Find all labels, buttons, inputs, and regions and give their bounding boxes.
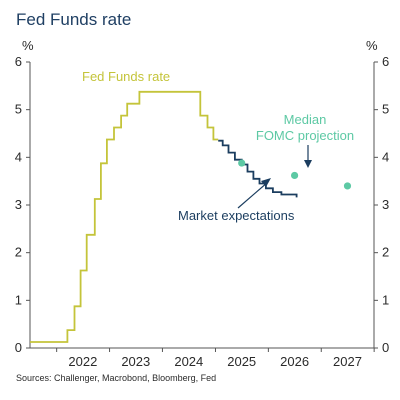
x-tick-label: 2026 xyxy=(280,354,309,369)
y-axis-unit-left: % xyxy=(22,38,34,53)
fomc-projection-dot xyxy=(343,182,352,190)
x-tick-label: 2022 xyxy=(68,354,97,369)
y-tick-label-right: 6 xyxy=(382,54,389,69)
y-axis-unit-right: % xyxy=(366,38,378,53)
fed-funds-rate-line xyxy=(30,90,219,343)
y-tick-label-left: 2 xyxy=(15,245,22,260)
y-tick-label-left: 3 xyxy=(15,197,22,212)
fomc-label-line2: FOMC projection xyxy=(256,128,354,143)
y-tick-label-right: 5 xyxy=(382,102,389,117)
chart-title: Fed Funds rate xyxy=(16,10,132,29)
y-tick-label-left: 1 xyxy=(15,292,22,307)
market-expectations-line xyxy=(218,139,298,198)
market-expectations-label: Market expectations xyxy=(178,208,295,223)
x-tick-label: 2025 xyxy=(227,354,256,369)
source-note: Sources: Challenger, Macrobond, Bloomber… xyxy=(16,373,217,383)
y-tick-label-left: 0 xyxy=(15,340,22,355)
series-lines xyxy=(30,90,298,343)
axes xyxy=(26,61,378,352)
y-tick-label-right: 4 xyxy=(382,149,389,164)
x-tick-label: 2024 xyxy=(174,354,203,369)
y-tick-label-left: 6 xyxy=(15,54,22,69)
y-tick-label-right: 0 xyxy=(382,340,389,355)
y-tick-label-right: 2 xyxy=(382,245,389,260)
x-tick-label: 2027 xyxy=(333,354,362,369)
market-arrow xyxy=(237,181,269,209)
y-tick-label-right: 1 xyxy=(382,292,389,307)
fomc-label-line1: Median xyxy=(284,112,327,127)
fed-funds-label: Fed Funds rate xyxy=(82,69,170,84)
market-arrowhead xyxy=(261,178,271,187)
x-tick-labels: 2022 2023 2024 2025 2026 2027 xyxy=(68,354,362,369)
x-tick-label: 2023 xyxy=(121,354,150,369)
y-tick-label-right: 3 xyxy=(382,197,389,212)
y-tick-labels-left: 0 1 2 3 4 5 6 xyxy=(15,54,22,355)
fomc-projection-dot xyxy=(238,159,246,167)
y-tick-label-left: 4 xyxy=(15,149,22,164)
y-tick-label-left: 5 xyxy=(15,102,22,117)
y-tick-labels-right: 0 1 2 3 4 5 6 xyxy=(382,54,389,355)
fomc-projection-dots xyxy=(238,159,352,190)
fomc-projection-dot xyxy=(290,171,299,180)
fomc-arrowhead xyxy=(304,160,312,168)
